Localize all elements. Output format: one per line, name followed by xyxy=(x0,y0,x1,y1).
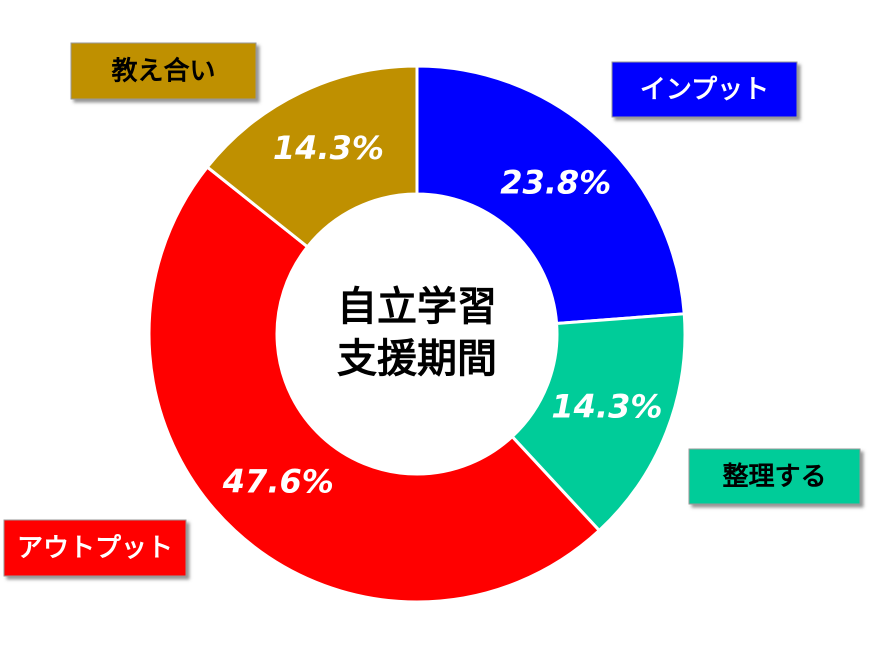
value-label: 47.6% xyxy=(222,463,334,501)
slice xyxy=(205,64,419,249)
value-label: 23.8% xyxy=(500,163,611,201)
legend-box xyxy=(70,42,257,100)
value-label: 14.3% xyxy=(551,388,662,426)
category-label: アウトプット xyxy=(17,534,173,564)
category-label: インプット xyxy=(640,75,769,105)
slice xyxy=(415,64,686,326)
center-text: 自立学習 xyxy=(337,283,497,330)
value-label: 14.3% xyxy=(273,129,384,167)
category-label: 教え合い xyxy=(111,56,215,87)
slice xyxy=(510,312,687,533)
center-text: 支援期間 xyxy=(337,335,497,382)
category-label: 整理する xyxy=(722,461,826,492)
legend-box xyxy=(3,519,187,577)
donut: 23.8% インプット 14.3% 整理する 47.6% アウトプット 14.3% 教え合い xyxy=(3,42,861,604)
legend-box xyxy=(688,448,861,505)
legend-box xyxy=(611,61,798,118)
slice xyxy=(147,164,602,604)
